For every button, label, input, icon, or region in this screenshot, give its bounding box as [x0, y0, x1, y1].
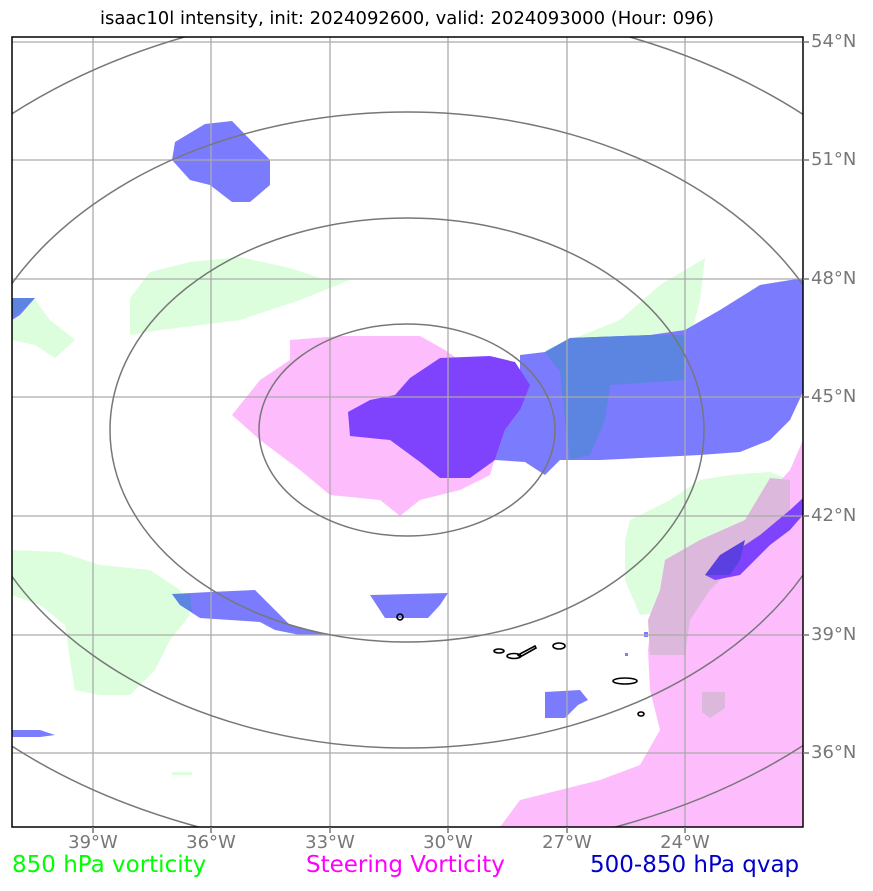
lat-label-51n: 51°N: [811, 149, 857, 170]
qvap-overlap-field: [12, 298, 685, 612]
lat-label-48n: 48°N: [811, 268, 857, 289]
lon-label-33w: 33°W: [305, 832, 355, 853]
lat-label-39n: 39°N: [811, 624, 857, 645]
qvap-core-overlap: [705, 540, 745, 575]
lat-label-36n: 36°N: [811, 742, 857, 763]
island-outlines: [396, 613, 645, 717]
map-gridlines: [12, 37, 803, 827]
lat-ticks: [803, 41, 809, 754]
legend-850-vorticity: 850 hPa vorticity: [12, 852, 207, 878]
lat-label-54n: 54°N: [811, 31, 857, 52]
legend-qvap: 500-850 hPa qvap: [590, 852, 800, 878]
lat-label-45n: 45°N: [811, 386, 857, 407]
plot-title: isaac10l intensity, init: 2024092600, va…: [99, 8, 715, 29]
lon-label-24w: 24°W: [660, 832, 710, 853]
plot-frame: [11, 36, 804, 828]
lat-label-42n: 42°N: [811, 505, 857, 526]
range-rings: [12, 37, 803, 827]
lon-label-39w: 39°W: [68, 832, 118, 853]
lon-label-30w: 30°W: [423, 832, 473, 853]
lon-ticks: [92, 827, 686, 833]
lon-label-36w: 36°W: [186, 832, 236, 853]
lon-label-27w: 27°W: [542, 832, 592, 853]
legend-steering-vorticity: Steering Vorticity: [306, 852, 505, 878]
